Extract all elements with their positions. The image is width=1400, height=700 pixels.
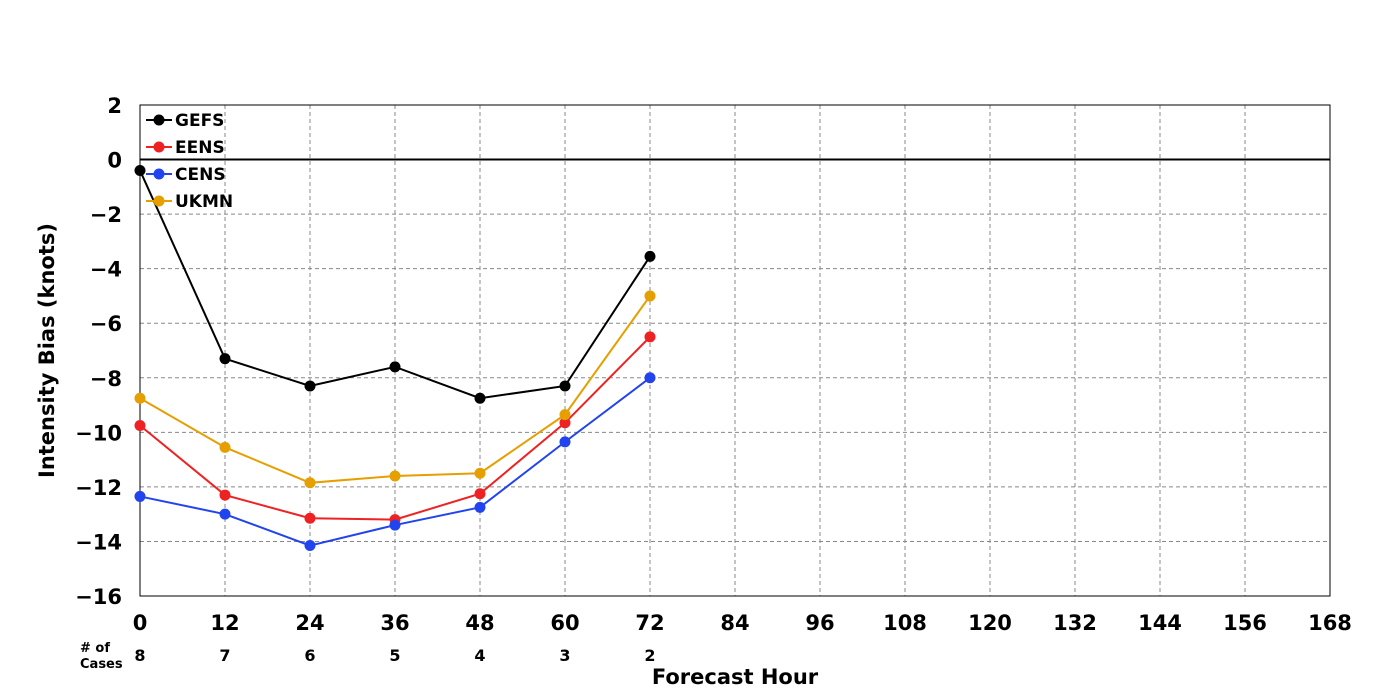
y-tick-label: −8 — [90, 367, 122, 391]
case-count: 8 — [134, 646, 145, 665]
y-tick-label: 2 — [107, 94, 122, 118]
data-point-gefs — [644, 250, 656, 262]
data-point-cens — [474, 501, 486, 513]
y-tick-label: −16 — [75, 585, 122, 609]
data-point-cens — [134, 490, 146, 502]
data-point-ukmn — [134, 392, 146, 404]
data-point-gefs — [219, 353, 231, 365]
legend-marker-cens — [153, 168, 165, 180]
case-count: 4 — [474, 646, 485, 665]
legend-marker-ukmn — [153, 195, 165, 207]
y-tick-label: −2 — [90, 203, 122, 227]
legend-label-eens: EENS — [175, 138, 225, 158]
data-point-cens — [304, 540, 316, 552]
y-axis-label: Intensity Bias (knots) — [35, 223, 59, 478]
data-point-cens — [644, 372, 656, 384]
x-tick-label: 96 — [805, 611, 834, 635]
x-tick-label: 72 — [635, 611, 664, 635]
data-point-eens — [304, 512, 316, 524]
x-tick-label: 12 — [210, 611, 239, 635]
y-tick-label: −4 — [90, 258, 122, 282]
data-point-ukmn — [474, 467, 486, 479]
legend: GEFS EENS CENS UKMN — [146, 111, 233, 212]
legend-label-gefs: GEFS — [175, 111, 224, 131]
series-group — [134, 164, 656, 552]
x-tick-labels: 0 12 24 36 48 60 72 84 96 108 120 132 144 156 168 — [133, 611, 1352, 635]
data-point-cens — [389, 519, 401, 531]
x-tick-label: 168 — [1308, 611, 1352, 635]
data-point-eens — [644, 331, 656, 343]
legend-marker-eens — [153, 141, 165, 153]
data-point-gefs — [559, 380, 571, 392]
y-tick-label: −6 — [90, 312, 122, 336]
data-point-eens — [134, 420, 146, 432]
x-tick-label: 108 — [883, 611, 927, 635]
x-tick-label: 120 — [968, 611, 1012, 635]
data-point-cens — [559, 436, 571, 448]
legend-marker-gefs — [153, 114, 165, 126]
y-tick-label: −12 — [75, 476, 122, 500]
data-point-gefs — [134, 164, 146, 176]
data-point-gefs — [474, 392, 486, 404]
data-point-gefs — [304, 380, 316, 392]
data-point-cens — [219, 508, 231, 520]
case-count-row: # of Cases 8 7 6 5 4 3 2 — [80, 641, 656, 672]
x-tick-label: 60 — [550, 611, 579, 635]
legend-label-ukmn: UKMN — [175, 192, 233, 212]
x-axis-label: Forecast Hour — [652, 665, 819, 689]
case-count: 2 — [644, 646, 655, 665]
x-tick-label: 156 — [1223, 611, 1267, 635]
x-tick-label: 36 — [380, 611, 409, 635]
data-point-ukmn — [559, 409, 571, 421]
data-point-ukmn — [219, 441, 231, 453]
plot-frame — [139, 104, 1331, 597]
grid-lines — [140, 105, 1330, 596]
case-count: 6 — [304, 646, 315, 665]
x-tick-label: 48 — [465, 611, 494, 635]
y-tick-label: −14 — [75, 530, 122, 554]
x-tick-label: 132 — [1053, 611, 1097, 635]
case-count: 5 — [389, 646, 400, 665]
x-tick-label: 24 — [295, 611, 324, 635]
data-point-eens — [474, 488, 486, 500]
data-point-ukmn — [644, 290, 656, 302]
data-point-gefs — [389, 361, 401, 373]
cases-row-label: # of Cases — [80, 641, 123, 672]
data-point-eens — [559, 417, 571, 429]
x-tick-label: 84 — [720, 611, 749, 635]
y-tick-label: 0 — [107, 149, 122, 173]
y-tick-label: −10 — [75, 421, 122, 445]
data-point-eens — [219, 489, 231, 501]
legend-label-cens: CENS — [175, 165, 226, 185]
case-count: 7 — [219, 646, 230, 665]
x-tick-label: 144 — [1138, 611, 1182, 635]
data-point-ukmn — [389, 470, 401, 482]
data-point-ukmn — [304, 477, 316, 489]
y-tick-labels: −16 −14 −12 −10 −8 −6 −4 −2 0 2 — [75, 94, 122, 609]
x-tick-label: 0 — [133, 611, 148, 635]
case-count: 3 — [559, 646, 570, 665]
